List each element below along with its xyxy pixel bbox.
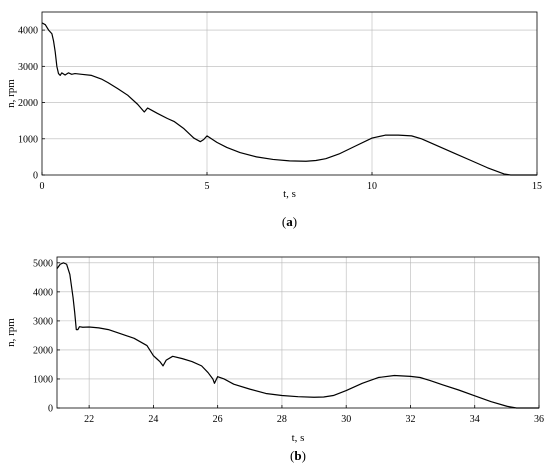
chart-b-ytick-label: 5000 [33,258,53,269]
chart-a-ytick-label: 4000 [18,26,38,37]
chart-a-xtick-label: 5 [205,181,210,192]
chart-a-ylabel: n, rpm [5,79,17,108]
chart-b-xtick-label: 34 [470,414,480,425]
chart-b-ytick-label: 2000 [33,345,53,356]
chart-b-ylabel: n, rpm [5,318,17,347]
chart-b-ytick-label: 4000 [33,287,53,298]
chart-a-xtick-label: 0 [40,181,45,192]
chart-a-xtick-label: 15 [532,181,542,192]
chart-a-ytick-label: 2000 [18,98,38,109]
chart-b-xtick-label: 24 [148,414,158,425]
chart-a-caption: (a) [282,214,297,229]
chart-a-series-line [41,22,537,176]
chart-b-xlabel: t, s [292,432,305,444]
chart-b-xtick-label: 22 [84,414,94,425]
chart-b-xtick-label: 36 [534,414,544,425]
chart-b-ytick-label: 1000 [33,374,53,385]
chart-a-xtick-label: 10 [367,181,377,192]
chart-a-ytick-label: 3000 [18,62,38,73]
chart-b: 22 24 26 28 30 32 34 36 0 1000 2000 3000 4000 5000 t,… [5,256,544,463]
chart-b-xtick-label: 28 [277,414,287,425]
chart-b-ytick-label: 3000 [33,316,53,327]
chart-b-series-line [56,262,539,409]
chart-b-xtick-label: 32 [405,414,415,425]
chart-b-ytick-label: 0 [48,404,53,415]
chart-b-frame [56,256,540,409]
chart-a-ytick-label: 0 [33,171,38,182]
chart-a-frame [41,11,538,176]
chart-b-caption: (b) [290,448,306,463]
chart-a: 0 5 10 15 0 1000 2000 3000 4000 t, s n, rpm (a) [5,11,542,229]
chart-b-xtick-label: 26 [213,414,223,425]
chart-a-ytick-label: 1000 [18,134,38,145]
chart-b-xtick-label: 30 [341,414,351,425]
chart-a-xlabel: t, s [283,188,296,200]
